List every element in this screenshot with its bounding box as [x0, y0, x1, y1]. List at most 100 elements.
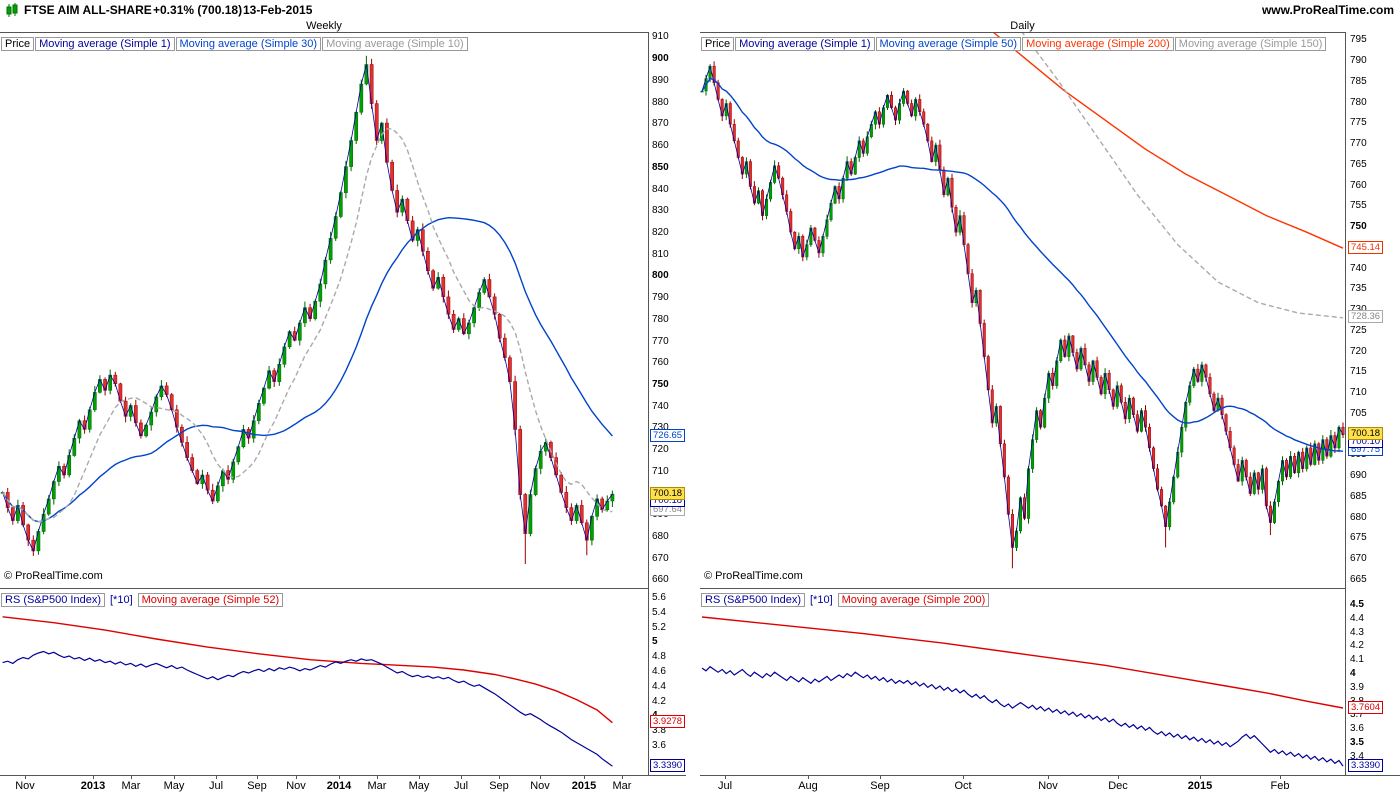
daily-rs-legend: RS (S&P500 Index) [*10] Moving average (Si… — [701, 590, 990, 608]
y-axis-tick: 900 — [652, 53, 669, 65]
legend-item[interactable]: [*10] — [810, 594, 833, 606]
y-axis-tick: 720 — [652, 444, 669, 456]
y-axis-tick: 790 — [652, 292, 669, 304]
weekly-time-axis: Nov 2013 Mar May Jul Sep Nov 2014 Mar May Jul Sep No… — [0, 775, 686, 800]
x-axis-tick — [25, 775, 26, 779]
y-axis-tick: 910 — [652, 31, 669, 43]
x-axis-label: Nov — [15, 780, 35, 792]
weekly-price-legend: Price Moving average (Simple 1) Moving ave… — [1, 34, 469, 52]
legend-item[interactable]: Moving average (Simple 10) — [322, 37, 468, 51]
x-axis-label: Jul — [208, 780, 224, 792]
legend-item[interactable]: Price — [1, 37, 35, 51]
header-bar: FTSE AIM ALL-SHARE +0.31% (700.18) 13-Fe… — [0, 0, 1400, 20]
price-label-box: 745.14 — [1348, 240, 1384, 254]
x-axis-label: 2015 — [1187, 780, 1213, 792]
y-axis-tick: 750 — [1350, 221, 1367, 232]
y-axis-tick: 4.2 — [652, 695, 666, 707]
site-link[interactable]: www.ProRealTime.com — [1261, 3, 1394, 17]
legend-item[interactable]: RS (S&P500 Index) — [1, 593, 105, 607]
legend-item[interactable]: RS (S&P500 Index) — [701, 593, 805, 607]
weekly-rs-plot[interactable] — [0, 589, 648, 775]
copyright-note: © ProRealTime.com — [704, 570, 803, 582]
x-axis-tick — [1048, 775, 1049, 779]
x-axis-tick — [461, 775, 462, 779]
legend-item[interactable]: Moving average (Simple 50) — [875, 37, 1022, 51]
x-axis-tick — [540, 775, 541, 779]
daily-axis-line — [1345, 32, 1346, 775]
x-axis-label: Oct — [954, 780, 972, 792]
y-axis-tick: 780 — [1350, 96, 1367, 108]
legend-item[interactable]: Moving average (Simple 150) — [1174, 37, 1327, 51]
weekly-price-plot[interactable] — [0, 33, 648, 588]
y-axis-tick: 775 — [1350, 117, 1367, 129]
y-axis-tick: 4.4 — [1350, 612, 1364, 624]
y-axis-tick: 760 — [652, 357, 669, 369]
x-axis-tick — [622, 775, 623, 779]
daily-rs-plot[interactable] — [700, 589, 1345, 775]
legend-item[interactable]: [*10] — [110, 594, 133, 606]
y-axis-tick: 860 — [652, 140, 669, 151]
y-axis-tick: 735 — [1350, 283, 1367, 295]
quote-date: 13-Feb-2015 — [243, 3, 313, 17]
x-axis-tick — [296, 775, 297, 779]
x-axis-label: Nov — [530, 780, 550, 792]
y-axis-tick: 4.2 — [1350, 640, 1364, 652]
y-axis-tick: 750 — [652, 378, 669, 390]
legend-item[interactable]: Moving average (Simple 200) — [1022, 37, 1174, 51]
legend-item[interactable]: Moving average (Simple 200) — [837, 593, 990, 607]
x-axis-tick — [377, 775, 378, 779]
y-axis-tick: 5.4 — [652, 606, 666, 618]
weekly-price-axis: 910 900 890 880 870 860 850 840 830 820 810 800 790 7… — [650, 31, 686, 588]
legend-item[interactable]: Moving average (Simple 30) — [175, 37, 322, 51]
x-axis-label: Jul — [717, 780, 733, 792]
price-label-box: 700.18 — [1348, 427, 1384, 441]
y-axis-tick: 710 — [1350, 387, 1367, 398]
y-axis-tick: 770 — [652, 335, 669, 347]
x-axis-label: Mar — [367, 780, 387, 792]
y-axis-tick: 3.6 — [1350, 723, 1364, 735]
y-axis-tick: 3.4 — [1350, 750, 1364, 762]
y-axis-tick: 800 — [652, 270, 669, 282]
y-axis-tick: 3.9 — [1350, 681, 1364, 693]
y-axis-tick: 4.1 — [1350, 654, 1364, 666]
copyright-note: © ProRealTime.com — [4, 570, 103, 582]
daily-price-legend: Price Moving average (Simple 1) Moving ave… — [701, 34, 1327, 52]
y-axis-tick: 3.7 — [1350, 709, 1364, 721]
x-axis-tick — [1200, 775, 1201, 779]
daily-price-plot[interactable] — [700, 33, 1345, 588]
timeframe-title-daily: Daily — [1010, 20, 1035, 32]
y-axis-tick: 740 — [652, 400, 669, 412]
x-axis-label: May — [163, 780, 185, 792]
weekly-price-chart[interactable]: Price Moving average (Simple 1) Moving ave… — [0, 32, 648, 588]
x-axis-label: 2015 — [571, 780, 597, 792]
daily-price-chart[interactable]: Price Moving average (Simple 1) Moving ave… — [700, 32, 1345, 588]
y-axis-tick: 4.4 — [652, 680, 666, 692]
symbol-name: FTSE AIM ALL-SHARE — [24, 3, 152, 17]
y-axis-tick: 5.2 — [652, 621, 666, 633]
y-axis-tick: 770 — [1350, 138, 1367, 149]
weekly-rs-chart[interactable]: RS (S&P500 Index) [*10] Moving average (Si… — [0, 588, 648, 775]
legend-item[interactable]: Price — [701, 37, 735, 51]
x-axis-tick — [339, 775, 340, 779]
y-axis-tick: 790 — [1350, 55, 1367, 66]
y-axis-tick: 660 — [652, 574, 669, 586]
x-axis-label: Mar — [612, 780, 632, 792]
y-axis-tick: 870 — [652, 118, 669, 130]
legend-item[interactable]: Moving average (Simple 52) — [137, 593, 284, 607]
legend-item[interactable]: Moving average (Simple 1) — [735, 37, 875, 51]
y-axis-tick: 4.3 — [1350, 626, 1364, 638]
y-axis-tick: 5 — [652, 636, 658, 648]
price-label-box: 700.18 — [650, 486, 686, 500]
x-axis-tick — [174, 775, 175, 779]
y-axis-tick: 725 — [1350, 324, 1367, 336]
daily-rs-axis: 4.54.44.34.24.143.93.83.73.63.53.43.7604… — [1348, 588, 1398, 775]
timeframe-title-weekly: Weekly — [306, 20, 342, 32]
y-axis-tick: 710 — [652, 465, 669, 477]
x-axis-label: Feb — [1270, 780, 1290, 792]
daily-rs-chart[interactable]: RS (S&P500 Index) [*10] Moving average (Si… — [700, 588, 1345, 775]
price-label-box: 3.9278 — [650, 715, 686, 729]
y-axis-tick: 730 — [652, 422, 669, 434]
y-axis-tick: 4 — [1350, 668, 1356, 679]
y-axis-tick: 830 — [652, 205, 669, 217]
legend-item[interactable]: Moving average (Simple 1) — [35, 37, 175, 51]
